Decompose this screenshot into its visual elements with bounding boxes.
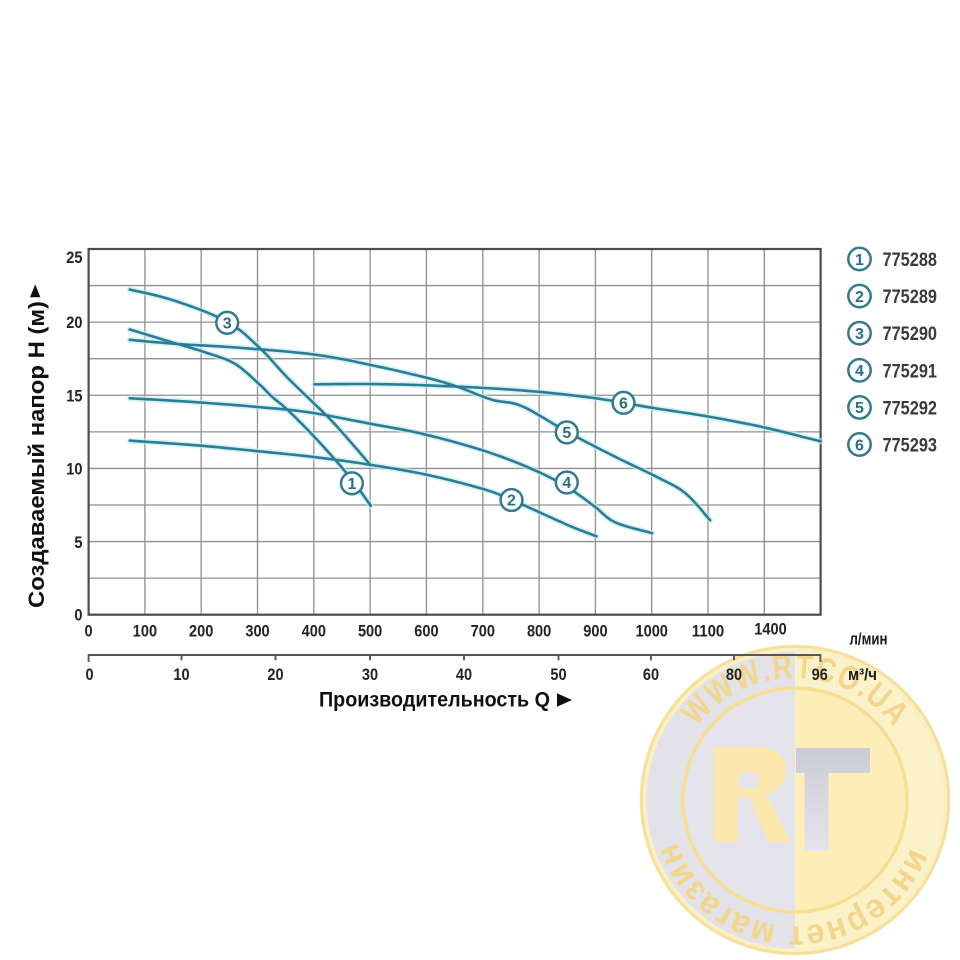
svg-text:600: 600 (414, 622, 438, 641)
svg-text:0: 0 (85, 622, 93, 641)
svg-text:500: 500 (358, 622, 382, 641)
svg-text:Производительность Q: Производительность Q (319, 688, 550, 712)
svg-text:60: 60 (643, 665, 659, 684)
svg-text:1100: 1100 (692, 622, 724, 641)
svg-text:5: 5 (74, 533, 82, 552)
svg-text:1: 1 (855, 252, 864, 269)
svg-text:1400: 1400 (754, 620, 786, 639)
svg-text:4: 4 (855, 363, 864, 380)
svg-text:м³/ч: м³/ч (848, 666, 877, 684)
svg-text:1000: 1000 (636, 622, 668, 641)
svg-text:3: 3 (223, 315, 232, 332)
svg-text:5: 5 (855, 400, 864, 417)
svg-text:775291: 775291 (883, 360, 938, 382)
svg-text:775289: 775289 (883, 286, 938, 308)
svg-text:900: 900 (583, 622, 607, 641)
svg-text:25: 25 (66, 248, 82, 267)
svg-text:10: 10 (66, 460, 82, 479)
svg-text:200: 200 (189, 622, 213, 641)
svg-text:T: T (794, 648, 814, 687)
svg-text:96: 96 (812, 665, 828, 684)
svg-text:6: 6 (855, 437, 864, 454)
svg-text:700: 700 (471, 622, 495, 641)
svg-text:R: R (771, 648, 795, 688)
svg-text:20: 20 (267, 665, 283, 684)
svg-text:6: 6 (619, 395, 628, 412)
svg-text:2: 2 (855, 289, 864, 306)
svg-text:Создаваемый напор Н (м): Создаваемый напор Н (м) (24, 301, 49, 608)
svg-text:50: 50 (550, 665, 566, 684)
svg-text:20: 20 (66, 313, 82, 332)
svg-text:т: т (788, 918, 804, 957)
svg-text:3: 3 (855, 326, 864, 343)
svg-text:1: 1 (347, 476, 356, 493)
svg-text:100: 100 (133, 622, 157, 641)
svg-text:10: 10 (173, 665, 189, 684)
svg-text:4: 4 (562, 475, 571, 492)
svg-text:л/мин: л/мин (850, 631, 888, 649)
svg-text:800: 800 (527, 622, 551, 641)
svg-text:15: 15 (66, 386, 82, 405)
svg-text:775288: 775288 (883, 249, 938, 271)
svg-text:30: 30 (362, 665, 378, 684)
svg-text:80: 80 (726, 665, 742, 684)
svg-text:775293: 775293 (883, 435, 938, 457)
svg-text:40: 40 (456, 665, 472, 684)
svg-text:775290: 775290 (883, 323, 938, 345)
svg-text:300: 300 (245, 622, 269, 641)
svg-text:5: 5 (562, 425, 571, 442)
svg-text:0: 0 (74, 606, 82, 625)
svg-text:2: 2 (507, 493, 516, 510)
svg-text:775292: 775292 (883, 397, 938, 419)
svg-text:0: 0 (85, 665, 93, 684)
svg-text:400: 400 (302, 622, 326, 641)
